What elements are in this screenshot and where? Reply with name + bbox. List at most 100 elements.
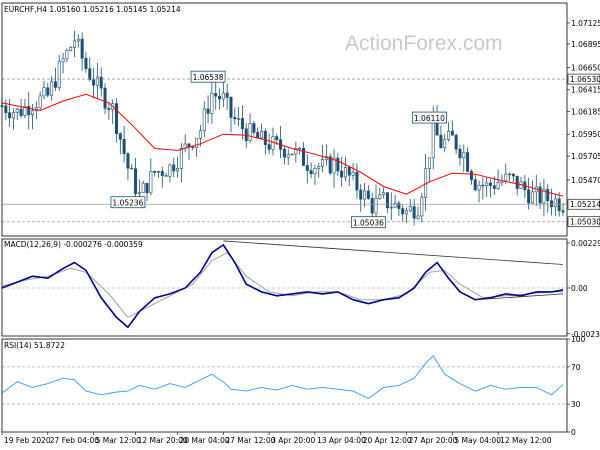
candle-body <box>187 143 191 147</box>
time-tick-label: 27 Mar 12:00 <box>225 436 275 445</box>
candle-body <box>328 156 332 174</box>
axis-tick-label: 1.06185 <box>571 107 600 116</box>
candle-body <box>225 92 229 98</box>
candle-body <box>153 171 157 173</box>
candle-body <box>340 170 344 178</box>
candle-body <box>286 154 290 158</box>
price-badge <box>567 198 600 210</box>
candle-body <box>359 189 363 200</box>
time-tick-label: 19 Feb 2020 <box>4 436 51 445</box>
time-tick-label: 20 Mar 04:00 <box>180 436 230 445</box>
candle-body <box>176 168 180 172</box>
candle-body <box>103 87 107 109</box>
candle-body <box>385 192 389 209</box>
price-annotations: 1.06538 1.06110 1.05236 1.05036 <box>110 70 447 229</box>
candle-body <box>27 106 31 115</box>
candle-body <box>11 112 15 119</box>
candle-body <box>145 182 149 194</box>
candle-body <box>179 147 183 169</box>
candle-body <box>88 68 92 80</box>
candle-body <box>126 153 130 169</box>
candle-body <box>393 202 397 208</box>
candle-body <box>69 47 73 51</box>
candle-body <box>530 191 534 204</box>
axis-tick-label: 30 <box>571 400 581 409</box>
candle-body <box>202 108 206 132</box>
candle-body <box>160 171 164 176</box>
candle-body <box>504 173 508 182</box>
candle-body <box>8 112 12 119</box>
candle-body <box>378 194 382 199</box>
candle-body <box>46 87 50 96</box>
candle-body <box>210 93 214 114</box>
candle-body <box>191 146 195 149</box>
candle-body <box>92 79 96 86</box>
price-candles <box>0 30 565 228</box>
candle-body <box>218 95 222 100</box>
candle-body <box>260 130 264 139</box>
candle-body <box>248 123 252 142</box>
candle-body <box>164 175 168 177</box>
annotation-label: 1.06538 <box>193 73 224 82</box>
candle-body <box>309 170 313 175</box>
candle-body <box>443 139 447 149</box>
candle-body <box>492 185 496 189</box>
price-badge <box>567 73 600 85</box>
candle-body <box>343 167 347 178</box>
candle-body <box>141 182 145 194</box>
macd-trendline <box>475 293 564 301</box>
candle-body <box>397 202 401 209</box>
candle-body <box>305 165 309 171</box>
candle-body <box>214 93 218 97</box>
candle-body <box>256 132 260 139</box>
candle-body <box>73 40 77 48</box>
candle-body <box>477 184 481 191</box>
candle-body <box>229 97 233 118</box>
candle-body <box>156 171 160 173</box>
axis-tick-label: 70 <box>571 363 581 372</box>
axis-tick-label: 1.05470 <box>571 176 600 185</box>
candle-body <box>271 136 275 150</box>
time-tick-label: 27 Apr 20:00 <box>409 436 458 445</box>
rsi-line <box>1 354 564 400</box>
candle-body <box>23 106 27 116</box>
rsi-panel-frame <box>1 338 568 433</box>
macd-line <box>1 243 564 329</box>
candle-body <box>237 118 241 120</box>
candle-body <box>405 210 409 215</box>
annotation-label: 1.05036 <box>353 219 384 228</box>
candle-body <box>301 147 305 166</box>
axis-tick-label: 1.06415 <box>571 86 600 95</box>
candle-body <box>76 38 80 42</box>
candle-body <box>317 166 321 169</box>
price-panel-frame <box>1 2 568 237</box>
price-moving-average-line <box>1 93 564 197</box>
candle-body <box>282 148 286 158</box>
time-tick-label: 13 Apr 04:00 <box>317 436 366 445</box>
candle-body <box>389 206 393 209</box>
annotation-label: 1.05236 <box>112 199 143 208</box>
candle-body <box>31 110 35 115</box>
candle-body <box>118 133 122 140</box>
candle-body <box>416 215 420 219</box>
candle-body <box>19 108 23 116</box>
candle-body <box>363 190 367 200</box>
rsi-panel <box>1 354 567 405</box>
candle-body <box>233 117 237 120</box>
axis-tick-label: 1.06650 <box>571 64 600 73</box>
candle-body <box>382 192 386 196</box>
candle-body <box>267 144 271 150</box>
annotation-label: 1.06110 <box>414 114 445 123</box>
candle-body <box>137 192 141 195</box>
price-header: EURCHF,H4 1.05160 1.05216 1.05145 1.0521… <box>4 5 181 14</box>
macd-panel-frame <box>1 238 568 337</box>
candle-body <box>427 157 431 170</box>
candle-body <box>221 92 225 100</box>
candle-body <box>561 210 565 213</box>
macd-signal-line <box>1 252 563 319</box>
candle-body <box>412 206 416 219</box>
candle-body <box>298 147 302 150</box>
candle-body <box>195 138 199 149</box>
candle-body <box>290 153 294 156</box>
